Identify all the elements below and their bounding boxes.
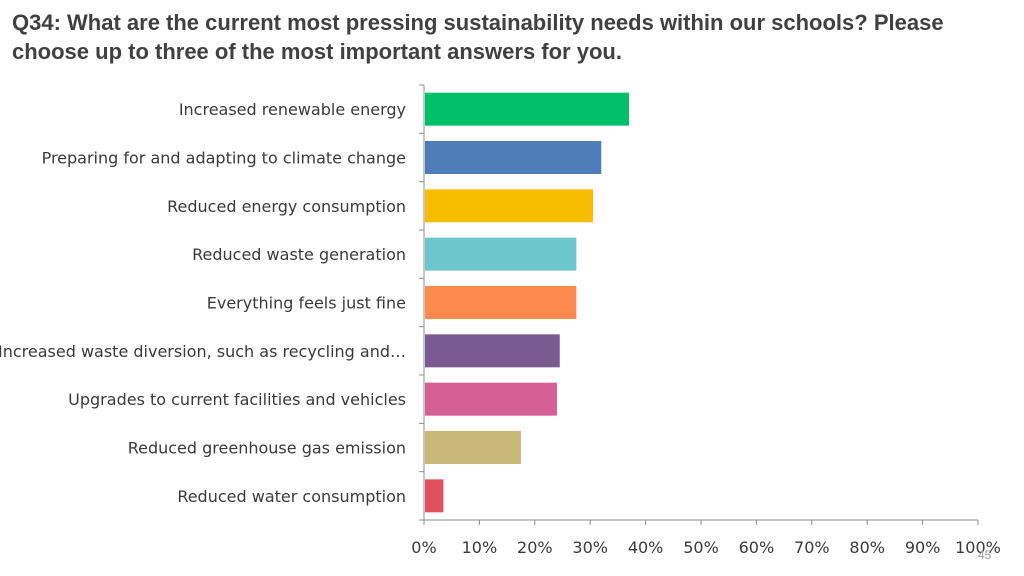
bar (425, 479, 444, 513)
bar (425, 286, 577, 319)
bar (425, 431, 521, 464)
category-label: Reduced greenhouse gas emission (128, 439, 406, 458)
chart-title: Q34: What are the current most pressing … (12, 10, 944, 64)
category-label: Reduced water consumption (177, 487, 406, 506)
x-tick-label: 10% (462, 538, 498, 557)
x-tick-label: 40% (628, 538, 664, 557)
x-tick-label: 80% (849, 538, 885, 557)
x-tick-label: 20% (517, 538, 553, 557)
page-number: 45 (978, 548, 992, 562)
category-label: Reduced energy consumption (167, 197, 406, 216)
bar (425, 237, 577, 271)
bar (425, 92, 629, 126)
bar (425, 189, 593, 223)
x-tick-label: 90% (905, 538, 941, 557)
category-label: Increased renewable energy (179, 100, 406, 119)
category-label: Preparing for and adapting to climate ch… (42, 149, 406, 168)
x-tick-label: 60% (739, 538, 775, 557)
x-tick-label: 70% (794, 538, 830, 557)
category-label: Everything feels just fine (207, 294, 406, 313)
x-tick-label: 100% (955, 538, 1001, 557)
bar (425, 141, 602, 174)
x-tick-label: 0% (411, 538, 436, 557)
category-labels: Increased renewable energy Preparing for … (0, 100, 406, 506)
bar (425, 334, 560, 368)
category-label: Increased waste diversion, such as recyc… (0, 342, 406, 361)
x-tick-label: 30% (572, 538, 608, 557)
chart-bars (425, 92, 629, 513)
x-tick-label: 50% (683, 538, 719, 557)
category-label: Upgrades to current facilities and vehic… (68, 390, 406, 409)
bar (425, 382, 557, 416)
category-label: Reduced waste generation (192, 245, 406, 264)
chart-axes (419, 84, 979, 525)
x-tick-labels: 0% 10% 20% 30% 40% 50% 60% 70% 80% 90% 100% (411, 538, 1001, 557)
